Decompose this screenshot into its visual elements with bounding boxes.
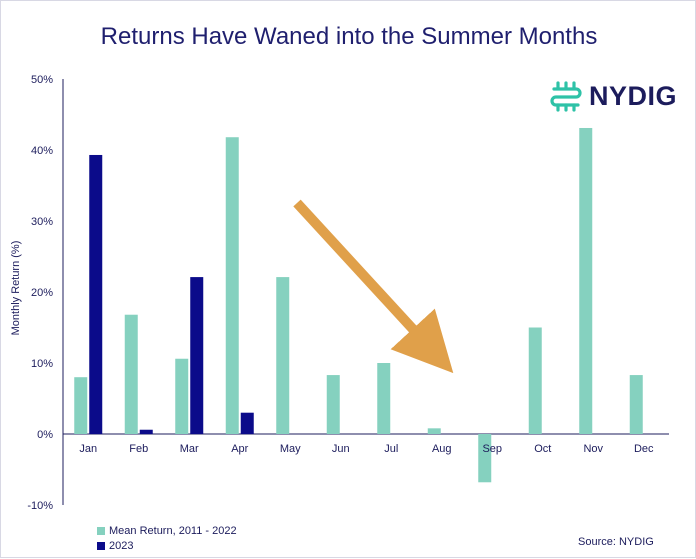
x-tick-label: Oct — [534, 443, 551, 455]
legend-swatch-mean — [97, 526, 105, 535]
x-tick-label: Jul — [384, 443, 398, 455]
bar-2023-jan — [89, 154, 103, 434]
bar-mean-feb — [124, 314, 138, 434]
bar-mean-dec — [629, 375, 643, 434]
bar-mean-jul — [377, 363, 391, 434]
y-tick-label: -10% — [27, 500, 53, 512]
bar-mean-jun — [326, 375, 340, 434]
logo-wordmark: NYDIG — [589, 80, 678, 111]
chart-legend: Mean Return, 2011 - 2022 2023 — [97, 523, 237, 553]
nydig-logo: NYDIG — [549, 79, 677, 113]
x-tick-label: Nov — [583, 443, 603, 455]
legend-item-mean: Mean Return, 2011 - 2022 — [97, 523, 237, 538]
y-axis-title: Monthly Return (%) — [10, 241, 22, 336]
legend-swatch-2023 — [97, 541, 105, 550]
y-tick-label: 0% — [37, 429, 53, 441]
y-tick-label: 50% — [31, 74, 53, 86]
y-tick-label: 10% — [31, 358, 53, 370]
bar-mean-may — [276, 277, 290, 434]
x-tick-label: Dec — [634, 443, 654, 455]
bar-2023-apr — [240, 412, 254, 434]
x-tick-label: Feb — [129, 443, 148, 455]
x-tick-label: May — [280, 443, 301, 455]
bar-mean-jan — [74, 377, 88, 434]
x-tick-label: Jan — [79, 443, 97, 455]
x-tick-label: Apr — [231, 443, 248, 455]
legend-label-mean: Mean Return, 2011 - 2022 — [109, 524, 237, 537]
x-tick-label: Aug — [432, 443, 452, 455]
y-tick-label: 20% — [31, 287, 53, 299]
legend-item-2023: 2023 — [97, 538, 237, 553]
y-tick-label: 30% — [31, 216, 53, 228]
legend-label-2023: 2023 — [109, 539, 134, 552]
x-tick-label: Jun — [332, 443, 350, 455]
bar-mean-apr — [225, 137, 239, 434]
bar-2023-feb — [139, 429, 153, 434]
y-tick-label: 40% — [31, 145, 53, 157]
x-tick-label: Sep — [482, 443, 502, 455]
nydig-logo-icon — [550, 81, 582, 112]
source-note: Source: NYDIG — [578, 536, 654, 548]
bar-2023-mar — [190, 277, 204, 434]
bar-mean-sep — [478, 434, 492, 483]
bar-mean-nov — [579, 127, 593, 435]
x-tick-label: Mar — [180, 443, 199, 455]
chart-title: Returns Have Waned into the Summer Month… — [100, 23, 598, 50]
bar-mean-aug — [427, 428, 441, 434]
bar-mean-oct — [528, 327, 542, 434]
bar-mean-mar — [175, 358, 189, 434]
trend-arrow — [293, 199, 454, 374]
